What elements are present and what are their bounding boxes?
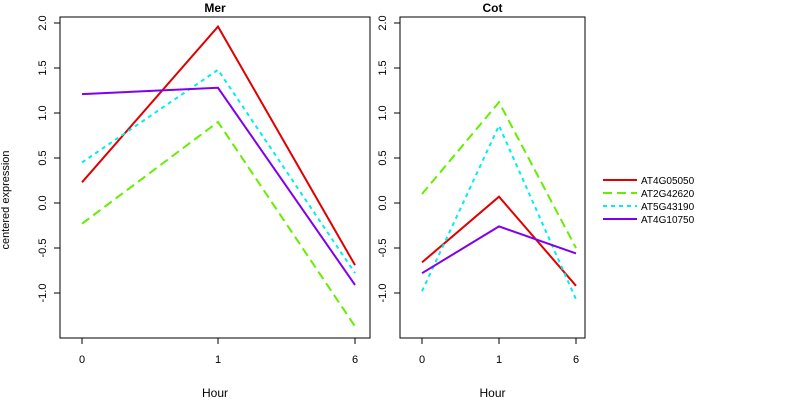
panel-cot-series-line-at4g05050 xyxy=(421,195,577,287)
panel-cot-series-line-at5g43190 xyxy=(421,123,577,300)
panel-mer-series-line-at2g42620 xyxy=(81,120,356,327)
panel-cot-y-tick-label: 0.5 xyxy=(377,150,389,165)
panel-mer-series-line-at5g43190 xyxy=(81,68,356,274)
panel-mer-frame xyxy=(59,16,371,339)
panel-mer-series-line-at4g05050 xyxy=(81,24,356,266)
panel-mer-series-line-at4g10750 xyxy=(81,86,356,286)
panel-cot-series-line-at4g10750 xyxy=(421,225,577,275)
y-axis-label: centered expression xyxy=(0,150,12,249)
panel-cot-y-tick-label: 1.0 xyxy=(377,105,389,120)
panel-mer-y-tick-label: 1.5 xyxy=(37,60,49,75)
panel-mer-y-tick-label: 0.5 xyxy=(37,150,49,165)
panel-mer-x-tick-label: 1 xyxy=(215,354,221,366)
legend-label-at4g05050: AT4G05050 xyxy=(641,176,695,187)
panel-cot-x-tick-label: 0 xyxy=(419,354,425,366)
panel-cot-y-tick-label: 0.0 xyxy=(377,195,389,210)
panel-mer-y-tick-label: 2.0 xyxy=(37,15,49,30)
panel-cot-y-tick-label: 2.0 xyxy=(377,15,389,30)
panel-mer-x-tick-label: 6 xyxy=(352,354,358,366)
panel-cot-x-axis-label: Hour xyxy=(479,386,505,400)
panel-mer-y-tick-label: -1.0 xyxy=(37,284,49,303)
panel-cot-y-tick-label: -0.5 xyxy=(377,239,389,258)
panel-cot-y-tick-label: -1.0 xyxy=(377,284,389,303)
panel-mer-y-tick-label: -0.5 xyxy=(37,239,49,258)
panel-mer-y-tick-label: 0.0 xyxy=(37,195,49,210)
panel-mer-x-tick-label: 0 xyxy=(79,354,85,366)
legend-label-at4g10750: AT4G10750 xyxy=(641,215,695,226)
panel-mer-x-axis-label: Hour xyxy=(202,386,228,400)
panel-cot-series-line-at2g42620 xyxy=(421,100,577,249)
panel-mer-title: Mer xyxy=(204,1,226,15)
panel-mer-y-tick-label: 1.0 xyxy=(37,105,49,120)
panel-cot-x-tick-label: 1 xyxy=(496,354,502,366)
panel-cot-x-tick-label: 6 xyxy=(573,354,579,366)
panel-cot-y-tick-label: 1.5 xyxy=(377,60,389,75)
legend-label-at5g43190: AT5G43190 xyxy=(641,202,695,213)
panel-cot-title: Cot xyxy=(483,1,503,15)
legend-label-at2g42620: AT2G42620 xyxy=(641,189,695,200)
panel-cot-frame xyxy=(399,16,586,339)
